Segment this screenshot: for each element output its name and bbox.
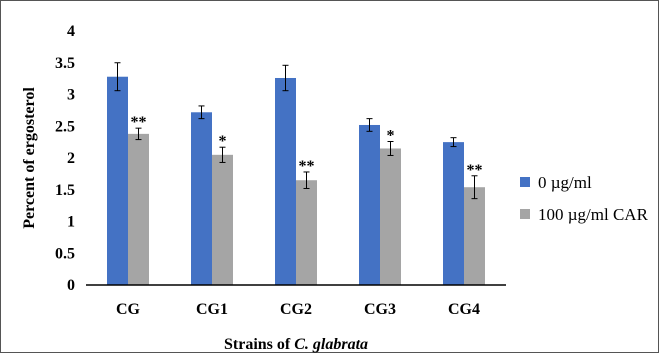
bars: ******** [107, 62, 485, 286]
y-axis-ticks: 0 0.5 1 1.5 2 2.5 3 3.5 4 [55, 23, 75, 294]
x-axis-title-italic: C. glabrata [294, 336, 368, 353]
significance-mark: ** [131, 114, 147, 131]
legend-swatch [520, 209, 530, 219]
bar-car [212, 154, 233, 285]
y-tick-label: 0 [67, 277, 75, 294]
x-axis-title-prefix: Strains of [224, 336, 294, 353]
x-category-label: CG4 [448, 301, 480, 318]
legend-swatch [520, 177, 530, 187]
y-tick-label: 2.5 [55, 118, 75, 135]
y-tick-label: 0.5 [55, 245, 75, 262]
x-category-label: CG1 [196, 301, 228, 318]
legend-label: 0 µg/ml [538, 173, 592, 192]
y-tick-label: 2 [67, 150, 75, 167]
x-category-label: CG [116, 301, 141, 318]
significance-mark: * [387, 127, 395, 144]
x-axis-categories: CG CG1 CG2 CG3 CG4 [116, 301, 480, 318]
bar-car [380, 148, 401, 285]
y-tick-label: 3.5 [55, 55, 75, 72]
significance-mark: ** [467, 162, 483, 179]
legend: 0 µg/ml 100 µg/ml CAR [520, 173, 649, 224]
bar-car [128, 133, 149, 285]
bar-car [464, 187, 485, 285]
y-tick-label: 1 [67, 214, 75, 231]
legend-label: 100 µg/ml CAR [538, 205, 649, 224]
bar-control [275, 77, 296, 286]
bar-control [191, 112, 212, 285]
bar-control [443, 142, 464, 285]
bar-car [296, 180, 317, 285]
y-axis-title: Percent of ergosterol [21, 87, 38, 229]
y-tick-label: 1.5 [55, 182, 75, 199]
bar-control [359, 124, 380, 285]
y-tick-label: 3 [67, 87, 75, 104]
x-category-label: CG2 [280, 301, 312, 318]
y-tick-label: 4 [67, 23, 75, 40]
significance-mark: ** [299, 158, 315, 175]
x-category-label: CG3 [364, 301, 396, 318]
bar-control [107, 76, 128, 285]
significance-mark: * [219, 133, 227, 150]
x-axis-title: Strains of C. glabrata [224, 336, 368, 353]
